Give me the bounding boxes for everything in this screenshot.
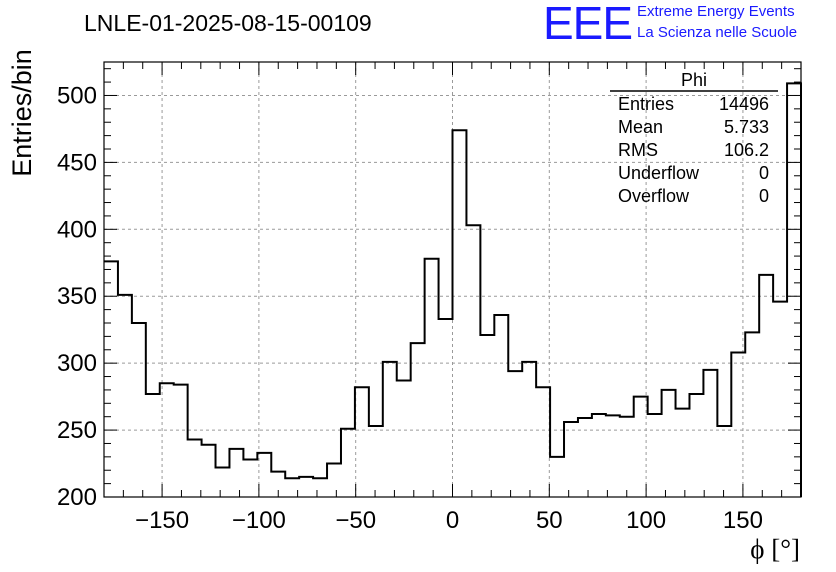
logo-line-2: La Scienza nelle Scuole <box>637 24 798 41</box>
axis-tick-labels: −150 −100 −50 0 50 100 150 200 250 300 350 400 450 50… <box>57 82 763 534</box>
x-tick-label: 100 <box>626 507 666 534</box>
stats-label: Underflow <box>618 163 700 183</box>
y-tick-label: 300 <box>57 350 97 377</box>
stats-box: Phi Entries 14496 Mean 5.733 RMS 106.2 Underflo… <box>610 70 778 206</box>
stats-label: Entries <box>618 94 674 114</box>
x-tick-label: 150 <box>723 507 763 534</box>
stats-value: 106.2 <box>724 140 769 160</box>
y-tick-label: 500 <box>57 82 97 109</box>
stats-value: 5.733 <box>724 117 769 137</box>
y-tick-label: 400 <box>57 216 97 243</box>
stats-label: Mean <box>618 117 663 137</box>
x-tick-label: 0 <box>446 507 459 534</box>
y-axis-label: Entries/bin <box>7 49 37 177</box>
stats-label: RMS <box>618 140 658 160</box>
axis-ticks <box>103 62 802 498</box>
stats-value: 0 <box>759 163 769 183</box>
x-tick-label: −150 <box>135 507 189 534</box>
stats-label: Overflow <box>618 186 690 206</box>
chart-title: LNLE-01-2025-08-15-00109 <box>84 10 372 36</box>
stats-value: 14496 <box>719 94 769 114</box>
stats-value: 0 <box>759 186 769 206</box>
stats-title: Phi <box>681 70 707 90</box>
x-tick-label: 50 <box>536 507 563 534</box>
y-tick-label: 200 <box>57 484 97 511</box>
y-tick-label: 450 <box>57 149 97 176</box>
y-tick-label: 350 <box>57 283 97 310</box>
x-tick-label: −50 <box>335 507 376 534</box>
x-axis-label: ϕ [°] <box>750 534 800 564</box>
x-tick-label: −100 <box>232 507 286 534</box>
eee-logo: EEE <box>543 0 633 49</box>
logo-line-1: Extreme Energy Events <box>637 3 795 20</box>
histogram-line <box>104 82 802 497</box>
y-tick-label: 250 <box>57 417 97 444</box>
